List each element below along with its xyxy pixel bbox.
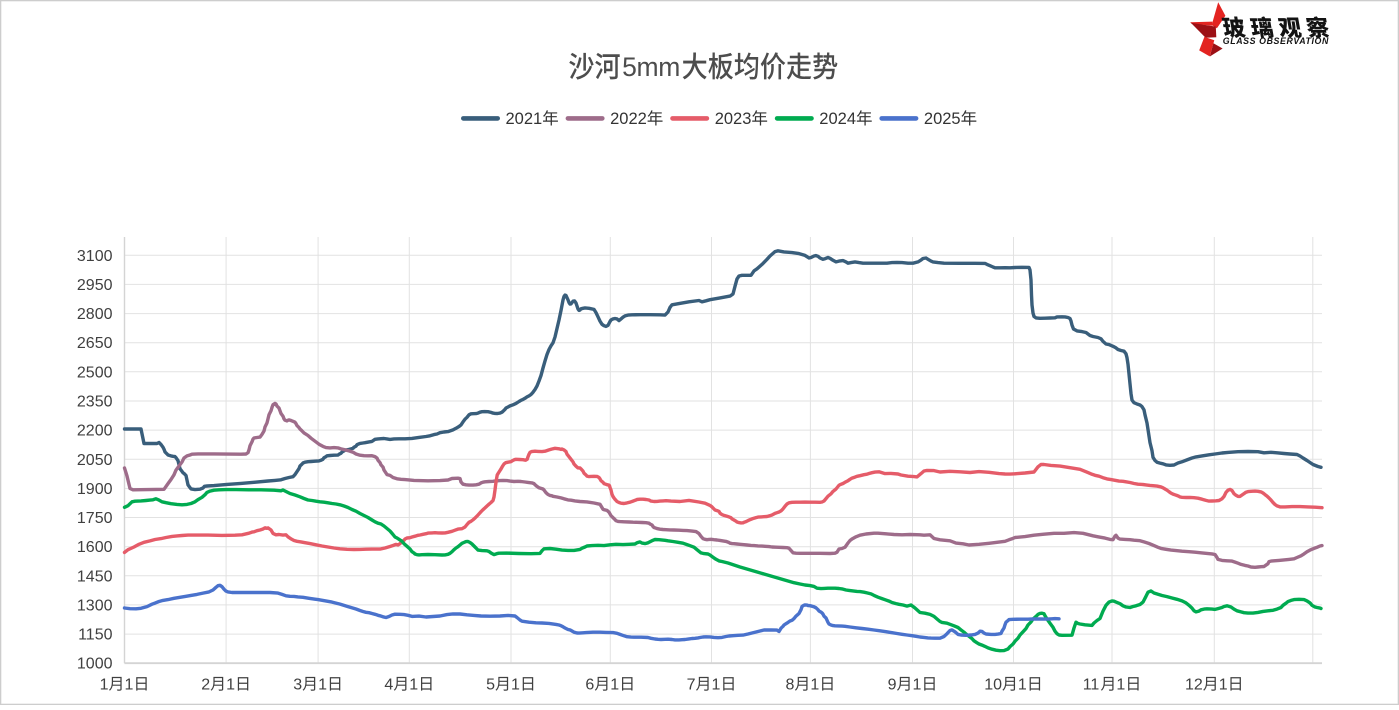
svg-text:4: 4	[384, 677, 393, 694]
svg-text:2950: 2950	[77, 277, 113, 294]
svg-text:2021: 2021	[506, 110, 543, 128]
svg-text:3: 3	[293, 677, 302, 694]
svg-text:1: 1	[226, 677, 235, 694]
svg-text:1750: 1750	[77, 510, 113, 527]
svg-text:1900: 1900	[77, 481, 113, 498]
svg-text:2500: 2500	[77, 364, 113, 381]
svg-text:2200: 2200	[77, 423, 113, 440]
svg-text:5mm: 5mm	[622, 52, 680, 82]
svg-text:1: 1	[511, 677, 520, 694]
svg-text:12: 12	[1185, 677, 1203, 694]
svg-text:1150: 1150	[78, 627, 113, 644]
svg-text:1300: 1300	[77, 597, 113, 614]
svg-text:6: 6	[585, 677, 594, 694]
svg-text:8: 8	[786, 677, 795, 694]
svg-text:1: 1	[712, 677, 721, 694]
svg-text:10: 10	[984, 677, 1002, 694]
svg-text:11: 11	[1083, 677, 1100, 694]
svg-text:2024: 2024	[819, 110, 856, 128]
svg-text:2050: 2050	[77, 452, 113, 469]
svg-text:1: 1	[1018, 677, 1027, 694]
svg-text:1: 1	[125, 677, 134, 694]
svg-text:2023: 2023	[715, 110, 752, 128]
svg-text:GLASS OBSERVATION: GLASS OBSERVATION	[1223, 36, 1329, 46]
svg-text:1600: 1600	[77, 539, 113, 556]
svg-text:1000: 1000	[77, 656, 113, 673]
svg-text:1450: 1450	[77, 568, 113, 585]
svg-text:2350: 2350	[77, 394, 113, 411]
svg-text:1: 1	[409, 677, 418, 694]
svg-text:2025: 2025	[924, 110, 961, 128]
svg-text:2800: 2800	[77, 306, 113, 323]
svg-text:2022: 2022	[610, 110, 647, 128]
svg-text:7: 7	[687, 677, 696, 694]
svg-text:9: 9	[888, 677, 897, 694]
svg-text:1: 1	[913, 677, 922, 694]
svg-text:1: 1	[1219, 677, 1228, 694]
svg-text:3100: 3100	[77, 248, 113, 265]
svg-text:1: 1	[318, 677, 327, 694]
svg-text:1: 1	[810, 677, 819, 694]
svg-text:2650: 2650	[77, 335, 113, 352]
svg-text:5: 5	[486, 677, 495, 694]
svg-text:1: 1	[1116, 677, 1125, 694]
svg-text:2: 2	[201, 677, 210, 694]
svg-text:1: 1	[610, 677, 619, 694]
svg-text:1: 1	[100, 677, 109, 694]
